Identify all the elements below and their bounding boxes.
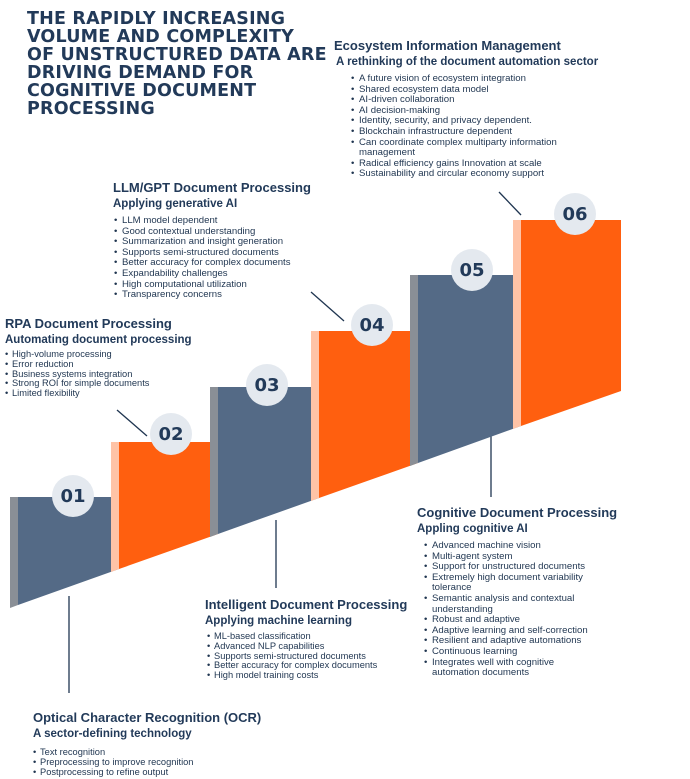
step-04-shadow [311, 331, 319, 501]
step-01-block: Optical Character Recognition (OCR) A se… [33, 710, 303, 777]
step-04-bar [319, 331, 418, 498]
list-item: Good contextual understanding [113, 226, 353, 238]
list-item: Strong ROI for simple documents [5, 379, 215, 389]
list-item: Error reduction [5, 359, 215, 370]
step-05-title: Cognitive Document Processing [417, 505, 618, 520]
list-item: Can coordinate complex multiparty inform… [350, 137, 609, 159]
step-03-list: ML-based classification Advanced NLP cap… [207, 631, 425, 681]
step-04-title: LLM/GPT Document Processing [113, 180, 311, 195]
step-03-block: Intelligent Document Processing Applying… [205, 597, 425, 681]
step-06-block: Ecosystem Information Management A rethi… [334, 38, 654, 180]
list-item: Better accuracy for complex documents [207, 661, 425, 671]
step-03-shadow [210, 387, 218, 537]
list-item: Business systems integration [5, 369, 215, 380]
list-item: ML-based classification [207, 631, 425, 642]
step-badge-01: 01 [52, 475, 94, 517]
list-item: Better accuracy for complex documents [113, 258, 353, 269]
list-item: A future vision of ecosystem integration [350, 73, 654, 85]
step-01-title: Optical Character Recognition (OCR) [33, 710, 262, 725]
step-02-title: RPA Document Processing [5, 316, 172, 331]
list-item: Multi-agent system [423, 551, 677, 563]
list-item: Limited flexibility [5, 388, 215, 399]
step-04-block: LLM/GPT Document Processing Applying gen… [113, 180, 353, 301]
list-item: Transparency concerns [113, 290, 353, 301]
list-item: High-volume processing [5, 349, 215, 360]
page-title: THE RAPIDLY INCREASING VOLUME AND COMPLE… [27, 9, 327, 119]
list-item: Blockchain infrastructure dependent [350, 126, 654, 138]
step-03-title: Intelligent Document Processing [205, 597, 408, 612]
list-item: LLM model dependent [113, 215, 353, 227]
step-03-bar [218, 387, 319, 534]
step-01-bar [18, 497, 119, 605]
list-item: Resilient and adaptive automations [423, 636, 677, 647]
step-02-bar [119, 442, 218, 569]
list-item: Identity, security, and privacy dependen… [350, 116, 654, 127]
connector-line-02 [116, 409, 148, 437]
step-02-list: High-volume processing Error reduction B… [5, 349, 215, 399]
list-item: Preprocessing to improve recognition [33, 757, 303, 768]
list-item: Adaptive learning and self-correction [423, 625, 677, 637]
connector-line-06 [498, 191, 522, 216]
step-06-title: Ecosystem Information Management [334, 38, 561, 53]
list-item: Continuous learning [423, 646, 677, 658]
list-item: Expandability challenges [113, 268, 353, 280]
list-item: AI decision-making [350, 105, 654, 117]
list-item: Text recognition [33, 747, 303, 758]
list-item: Robust and adaptive [423, 615, 677, 626]
list-item: Shared ecosystem data model [350, 84, 654, 96]
step-badge-05: 05 [451, 249, 493, 291]
list-item: Advanced NLP capabilities [207, 641, 425, 652]
list-item: Support for unstructured documents [423, 562, 677, 573]
list-item: Supports semi-structured documents [113, 247, 353, 259]
step-04-subtitle: Applying generative AI [113, 198, 238, 210]
list-item: Radical efficiency gains Innovation at s… [350, 158, 654, 170]
step-badge-03: 03 [246, 364, 288, 406]
step-badge-02: 02 [150, 413, 192, 455]
step-05-block: Cognitive Document Processing Appling co… [417, 505, 677, 679]
step-badge-06: 06 [554, 193, 596, 235]
step-02-subtitle: Automating document processing [5, 334, 192, 346]
step-06-shadow [513, 220, 521, 429]
list-item: Supports semi-structured documents [207, 651, 425, 662]
step-02-block: RPA Document Processing Automating docum… [5, 316, 215, 399]
list-item: Semantic analysis and contextual underst… [423, 593, 617, 615]
step-05-bar [418, 275, 521, 463]
list-item: Sustainability and circular economy supp… [350, 169, 654, 180]
list-item: Integrates well with cognitive automatio… [423, 657, 602, 679]
list-item: Summarization and insight generation [113, 237, 353, 248]
step-04-list: LLM model dependent Good contextual unde… [113, 215, 353, 301]
step-03-subtitle: Applying machine learning [205, 615, 352, 627]
step-02-shadow [111, 442, 119, 572]
list-item: Postprocessing to refine output [33, 767, 303, 778]
list-item: High model training costs [207, 670, 425, 681]
list-item: High computational utilization [113, 279, 353, 291]
step-06-list: A future vision of ecosystem integration… [350, 73, 654, 180]
step-01-subtitle: A sector-defining technology [33, 728, 192, 740]
step-05-shadow [410, 275, 418, 466]
step-05-subtitle: Appling cognitive AI [417, 523, 528, 535]
step-01-list: Text recognition Preprocessing to improv… [33, 747, 303, 778]
step-06-subtitle: A rethinking of the document automation … [336, 56, 599, 68]
list-item: AI-driven collaboration [350, 95, 654, 106]
step-01-shadow [10, 497, 18, 608]
step-05-list: Advanced machine vision Multi-agent syst… [423, 540, 677, 679]
list-item: Extremely high document variability tole… [423, 572, 617, 594]
step-06-bar [521, 220, 621, 426]
step-badge-04: 04 [351, 304, 393, 346]
list-item: Advanced machine vision [423, 540, 677, 552]
